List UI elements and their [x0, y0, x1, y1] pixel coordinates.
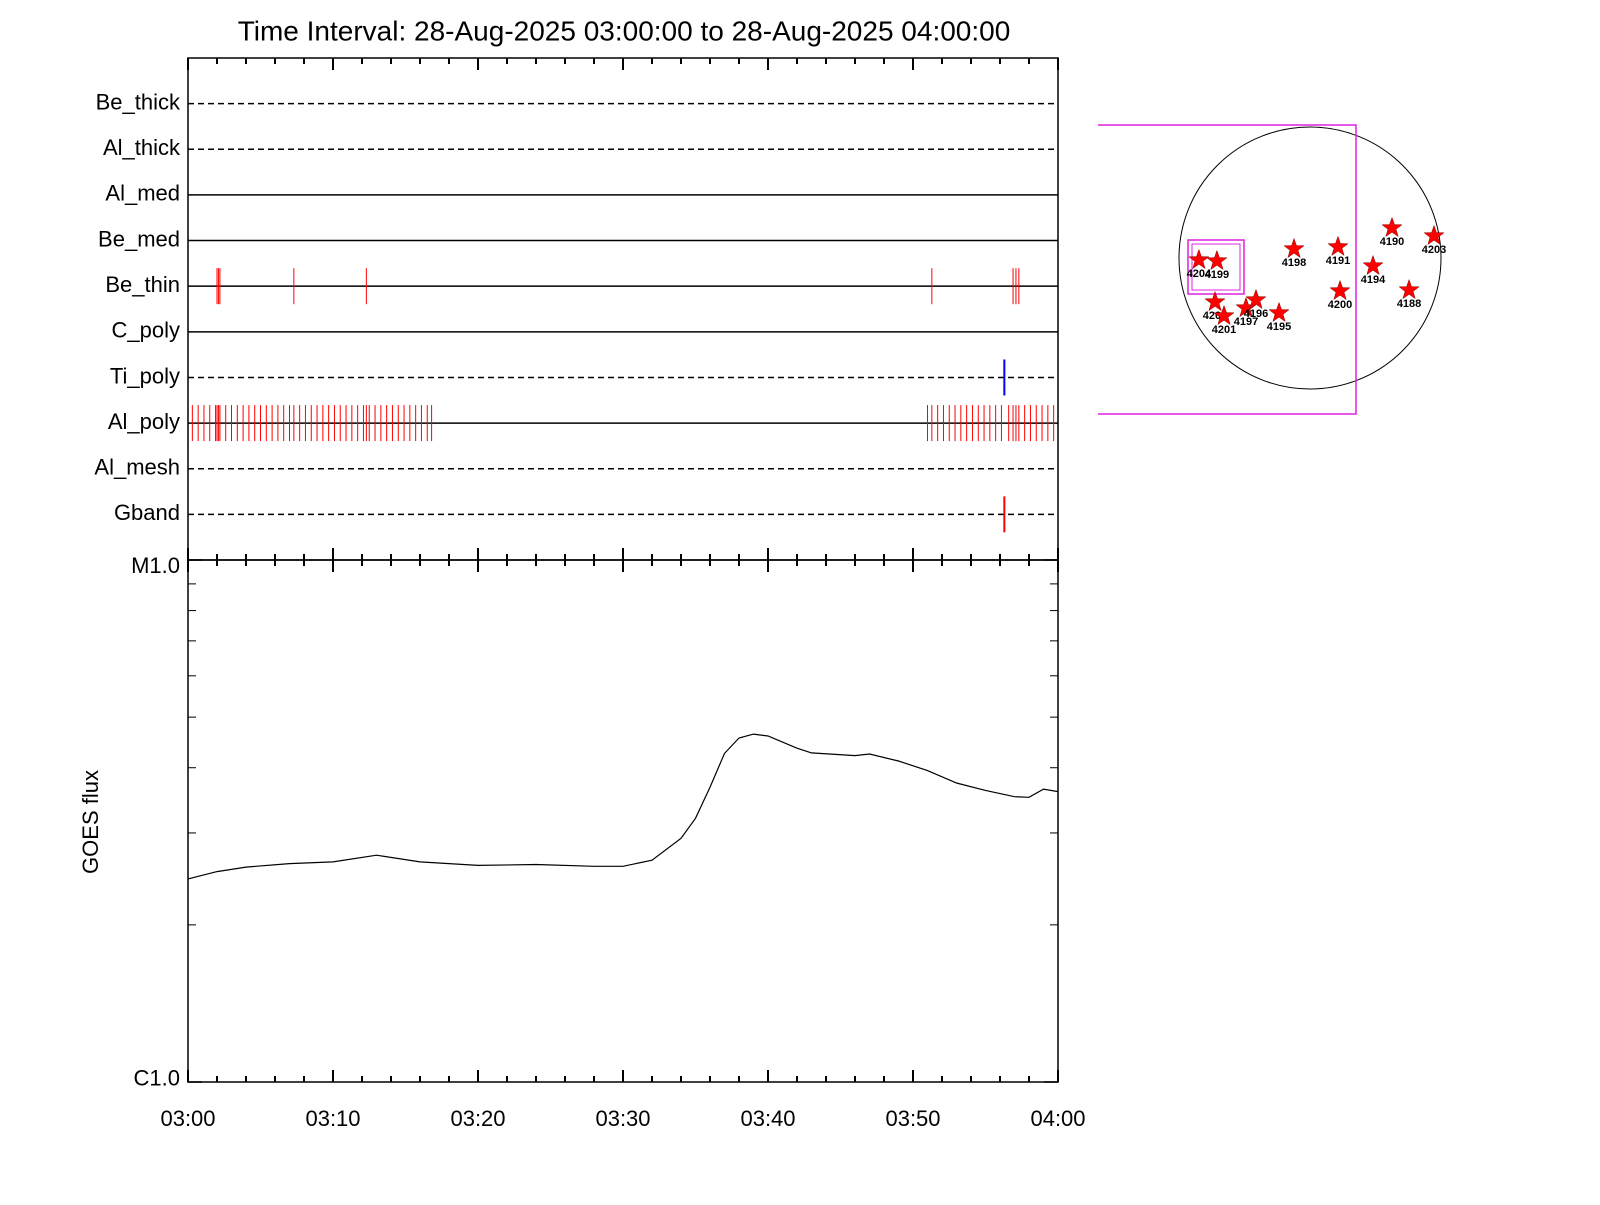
x-tick-label: 03:00	[160, 1106, 215, 1131]
ar-label: 4204	[1187, 268, 1212, 280]
row-label: Al_mesh	[94, 455, 180, 480]
x-tick-label: 03:50	[885, 1106, 940, 1131]
x-tick-label: 03:10	[305, 1106, 360, 1131]
field-of-view-small	[1191, 243, 1241, 291]
ar-label: 4203	[1422, 244, 1446, 256]
ar-star	[1423, 224, 1445, 246]
ar-label: 4188	[1397, 298, 1421, 310]
ar-label: 4191	[1326, 255, 1350, 267]
x-tick-label: 03:20	[450, 1106, 505, 1131]
x-tick-label: 03:40	[740, 1106, 795, 1131]
ar-star	[1206, 249, 1228, 271]
event-panel-frame	[187, 57, 1059, 561]
row-label: Al_poly	[108, 409, 180, 434]
row-label: Be_med	[98, 226, 180, 251]
x-tick-label: 04:00	[1030, 1106, 1085, 1131]
ar-star	[1362, 254, 1384, 276]
row-label: Be_thick	[96, 89, 181, 114]
ar-label: 4199	[1205, 269, 1229, 281]
row-label: C_poly	[112, 318, 180, 343]
ar-star	[1329, 279, 1351, 301]
ar-label: 4197	[1234, 316, 1258, 328]
row-label: Al_med	[105, 181, 180, 206]
ar-label: 4195	[1267, 321, 1291, 333]
ar-label: 4190	[1380, 236, 1404, 248]
ar-label: 4200	[1328, 299, 1352, 311]
field-of-view	[1098, 124, 1357, 415]
row-label: Gband	[114, 500, 180, 525]
y-axis-label: GOES flux	[78, 770, 103, 874]
ar-label: 4196	[1244, 308, 1268, 320]
chart-title: Time Interval: 28-Aug-2025 03:00:00 to 2…	[238, 15, 1011, 46]
ar-star	[1398, 278, 1420, 300]
row-label: Ti_poly	[110, 363, 180, 388]
row-label: Be_thin	[105, 272, 180, 297]
y-tick-label: C1.0	[134, 1065, 180, 1090]
y-tick-label: M1.0	[131, 553, 180, 578]
ar-star	[1213, 304, 1235, 326]
row-label: Al_thick	[103, 135, 181, 160]
ar-star	[1268, 301, 1290, 323]
ar-star	[1327, 235, 1349, 257]
ar-star	[1245, 288, 1267, 310]
solar-disk	[1178, 126, 1442, 390]
x-tick-label: 03:30	[595, 1106, 650, 1131]
ar-star	[1188, 248, 1210, 270]
ar-label: 4198	[1282, 257, 1306, 269]
ar-star	[1283, 237, 1305, 259]
ar-label: 4194	[1361, 274, 1386, 286]
ar-star	[1204, 290, 1226, 312]
flux-line	[187, 733, 1059, 880]
ar-star	[1381, 216, 1403, 238]
ar-label: 4201	[1212, 324, 1236, 336]
flux-panel-frame	[187, 559, 1059, 1083]
